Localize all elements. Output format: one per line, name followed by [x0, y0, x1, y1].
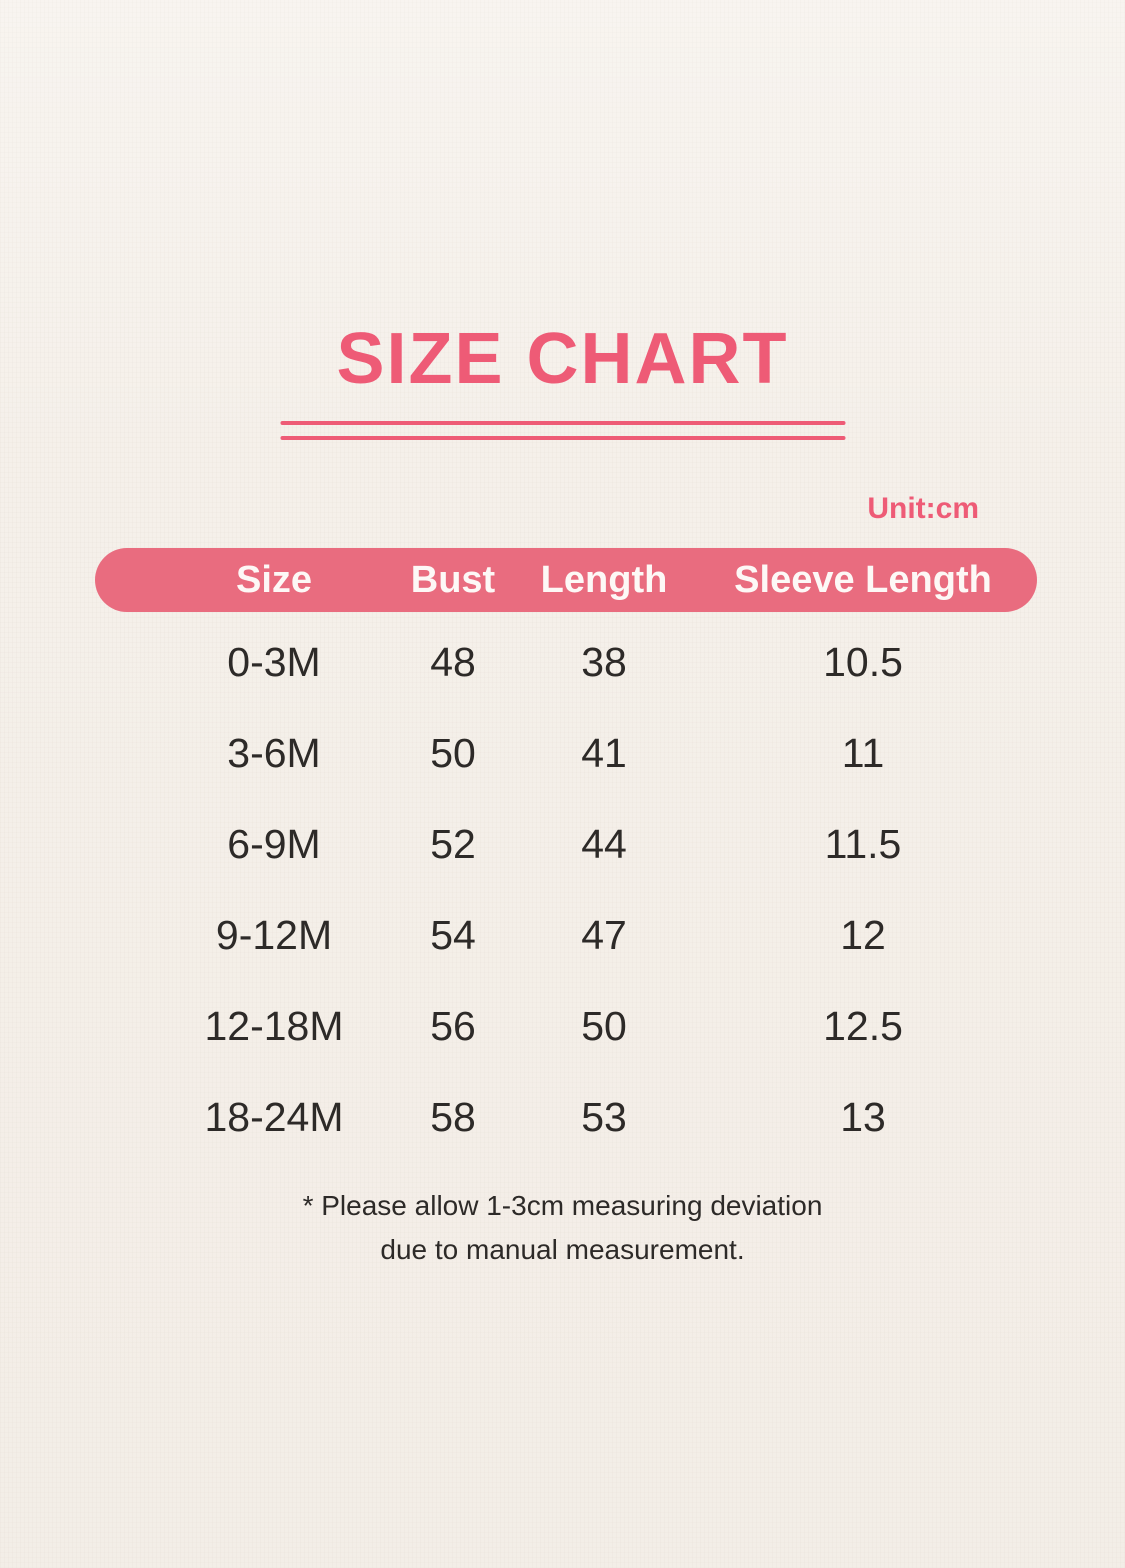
size-cell: 12-18M: [204, 1003, 344, 1049]
table-row: 9-12M 54 47 12: [95, 890, 1037, 981]
length-cell: 53: [581, 1094, 627, 1140]
length-cell: 41: [581, 730, 627, 776]
column-header-length: Length: [540, 558, 668, 601]
sleeve-length-cell: 12: [840, 912, 886, 958]
table-header-row: Size Bust Length Sleeve Length: [95, 548, 1037, 612]
sleeve-length-cell: 11.5: [824, 821, 902, 867]
sleeve-length-cell: 13: [840, 1094, 886, 1140]
table-row: 12-18M 56 50 12.5: [95, 981, 1037, 1072]
bust-cell: 48: [430, 639, 476, 685]
footnote-line-1: * Please allow 1-3cm measuring deviation: [302, 1190, 823, 1221]
size-cell: 6-9M: [227, 821, 321, 867]
bust-cell: 58: [430, 1094, 476, 1140]
table-row: 0-3M 48 38 10.5: [95, 617, 1037, 708]
column-header-sleeve-length: Sleeve Length: [734, 558, 992, 601]
sleeve-length-cell: 12.5: [823, 1003, 903, 1049]
length-cell: 47: [581, 912, 627, 958]
footnote-line-2: due to manual measurement.: [380, 1234, 745, 1265]
page-title: SIZE CHART: [336, 319, 789, 399]
title-underline-bottom: [280, 436, 845, 440]
unit-label: Unit:cm: [867, 492, 979, 525]
title-underline-top: [280, 421, 845, 425]
column-header-size: Size: [235, 558, 313, 601]
length-cell: 44: [581, 821, 627, 867]
sleeve-length-cell: 10.5: [823, 639, 903, 685]
bust-cell: 56: [430, 1003, 476, 1049]
column-header-bust: Bust: [410, 558, 496, 601]
length-cell: 38: [581, 639, 627, 685]
table-row: 6-9M 52 44 11.5: [95, 799, 1037, 890]
size-cell: 0-3M: [227, 639, 321, 685]
length-cell: 50: [581, 1003, 627, 1049]
bust-cell: 54: [430, 912, 476, 958]
sleeve-length-cell: 11: [841, 730, 885, 776]
size-cell: 18-24M: [204, 1094, 344, 1140]
table-row: 18-24M 58 53 13: [95, 1072, 1037, 1163]
table-row: 3-6M 50 41 11: [95, 708, 1037, 799]
bust-cell: 50: [430, 730, 476, 776]
size-cell: 3-6M: [227, 730, 321, 776]
table-body: 0-3M 48 38 10.5 3-6M 50 41 11 6-9M 52 44 11.5 9-12M 5…: [95, 617, 1037, 1163]
size-cell: 9-12M: [215, 912, 333, 958]
measurement-footnote: * Please allow 1-3cm measuring deviation…: [0, 1184, 1125, 1272]
bust-cell: 52: [430, 821, 476, 867]
